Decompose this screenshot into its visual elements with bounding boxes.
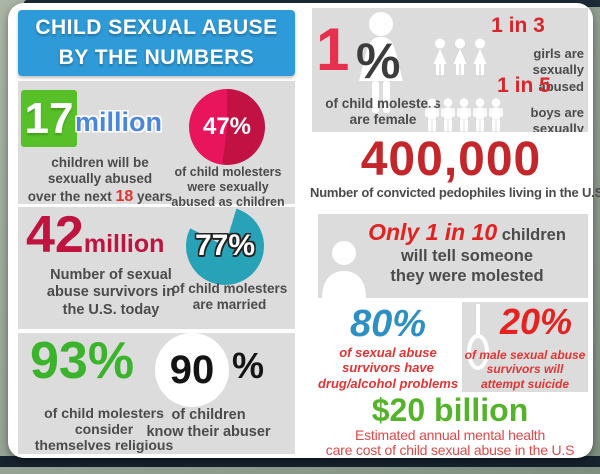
stat-42-unit: million (83, 230, 165, 258)
caption-line: abuse survivors in (46, 284, 176, 301)
girl-icon (433, 38, 447, 75)
caption-line: of child molesters (325, 96, 441, 111)
caption-line: abused as children (171, 195, 285, 209)
caption-line: attempt suicide (480, 376, 570, 391)
stat-80-value: 80% (349, 303, 427, 345)
stat-17-value: 17 (24, 93, 74, 143)
caption-line: of child molesters (174, 165, 282, 179)
panel-female-molesters: 1 % of child molesters are female 1 in 3… (312, 8, 588, 132)
boy-icons (424, 98, 504, 132)
caption-line: consider (74, 421, 134, 438)
stat-47-caption: of child molesters were sexually abused … (162, 165, 294, 210)
stat-1-value: 1 (316, 16, 350, 83)
caption-line: over the next (27, 189, 116, 205)
stat-42-value: 42 (26, 206, 84, 264)
caption-line: know their abuser (146, 424, 271, 441)
caption-line: of children (171, 407, 246, 423)
pie-chart-47: 47% (189, 89, 265, 165)
disclosure-line-1: Only 1 in 10 children (346, 219, 588, 247)
disclosure-line-2: will tell someone (400, 247, 534, 265)
green-number-box: 17 (21, 90, 77, 147)
pie-77-value: 77% (194, 229, 256, 262)
caption-line: Number of sexual (50, 267, 172, 283)
circle-90: 90 (155, 333, 229, 407)
panel-17-million: 17 million children will be sexually abu… (18, 81, 295, 209)
pie-47-value: 47% (202, 113, 252, 140)
caption-line: children will be (51, 155, 149, 170)
girls-ratio: 1 in 3 (491, 14, 545, 37)
caption-line: boys are (530, 105, 584, 120)
caption-line: of sexual abuse (339, 344, 437, 360)
stat-42: 42million (26, 209, 164, 261)
caption-line: of child molesters (44, 405, 164, 421)
stat-77-caption: of child molesters are married (166, 281, 293, 313)
stat-90-value: 90 (169, 347, 215, 392)
cost-section: $20 billion Estimated annual mental heal… (306, 392, 594, 459)
title-line-2: BY THE NUMBERS (58, 46, 255, 69)
stat-90-percent-sign: % (232, 345, 265, 386)
caption-line: themselves religious (34, 437, 174, 454)
stat-42-caption: Number of sexual abuse survivors in the … (18, 267, 204, 319)
caption-line: drug/alcohol problems (317, 375, 459, 391)
disclosure-line-3: they were molested (390, 267, 544, 285)
pedophiles-section: 400,000 Number of convicted pedophiles l… (310, 133, 600, 200)
girl-icon (473, 38, 487, 75)
boys-ratio: 1 in 5 (497, 74, 551, 97)
girl-icons (430, 38, 490, 78)
stat-cost-value: $20 billion (371, 392, 529, 428)
stat-1-percent-sign: % (356, 33, 401, 89)
caption-line: years (133, 189, 173, 205)
stat-cost-caption-1: Estimated annual mental health (354, 426, 546, 443)
stat-17-unit: million (75, 107, 162, 137)
boys-caption: boys are sexually abused (486, 105, 584, 132)
stat-93-caption: of child molesters consider themselves r… (18, 405, 190, 453)
stat-20-value: 20% (499, 301, 573, 342)
caption-line: are female (349, 112, 417, 128)
caption-line: children (497, 226, 566, 244)
stat-80-caption: of sexual abuse survivors have drug/alco… (308, 345, 468, 391)
panel-42-million: 42million Number of sexual abuse survivo… (18, 207, 295, 329)
boy-icon (457, 98, 471, 132)
boy-icon (441, 98, 455, 132)
caption-line: sexually abused (532, 121, 584, 132)
title-banner: CHILD SEXUAL ABUSE BY THE NUMBERS (18, 10, 295, 76)
girl-icon (453, 38, 467, 75)
panel-93-religious: 93% of child molesters consider themselv… (18, 333, 295, 454)
suicide-panel: 20% of male sexual abuse survivors will … (462, 302, 588, 392)
caption-line: survivors have (342, 360, 434, 376)
title-line-1: CHILD SEXUAL ABUSE (35, 15, 278, 39)
caption-line: of child molesters (171, 281, 288, 296)
disclosure-panel: Only 1 in 10 children will tell someone … (318, 214, 588, 298)
caption-line: sexually abused (47, 171, 153, 187)
stat-20-caption: of male sexual abuse survivors will atte… (459, 348, 591, 391)
stat-400k-value: 400,000 (360, 133, 542, 186)
stat-93-value: 93% (30, 332, 135, 390)
girls-caption: girls are sexually abused (486, 46, 584, 95)
stat-90-caption: of children know their abuser (122, 407, 295, 442)
caption-line: are married (192, 297, 267, 313)
bottom-border-bar (0, 456, 600, 467)
caption-line: the U.S. today (62, 301, 160, 318)
caption-line: of male sexual abuse (464, 348, 586, 362)
caption-line: sexually abused (532, 62, 584, 94)
female-figure-icon (348, 11, 414, 115)
stat-400k-caption: Number of convicted pedophiles living in… (310, 184, 600, 200)
stat-18-years: 18 (115, 188, 134, 206)
stat-17-caption: children will be sexually abused over th… (18, 155, 182, 207)
pie-chart-77: 77% (186, 207, 264, 285)
boy-icon (489, 98, 503, 132)
stat-1-caption: of child molesters are female (312, 96, 454, 128)
noose-icon (464, 304, 492, 378)
disclosure-lead: Only 1 in 10 (368, 219, 498, 245)
drugs-section: 80% of sexual abuse survivors have drug/… (308, 303, 468, 391)
stat-cost-caption-2: care cost of child sexual abuse in the U… (325, 442, 575, 459)
boy-icon (473, 98, 487, 132)
person-bust-icon (320, 240, 368, 298)
boy-icon (425, 98, 439, 132)
caption-line: were sexually (187, 180, 269, 194)
caption-line: girls are (533, 46, 584, 61)
caption-line: survivors will (486, 362, 564, 377)
